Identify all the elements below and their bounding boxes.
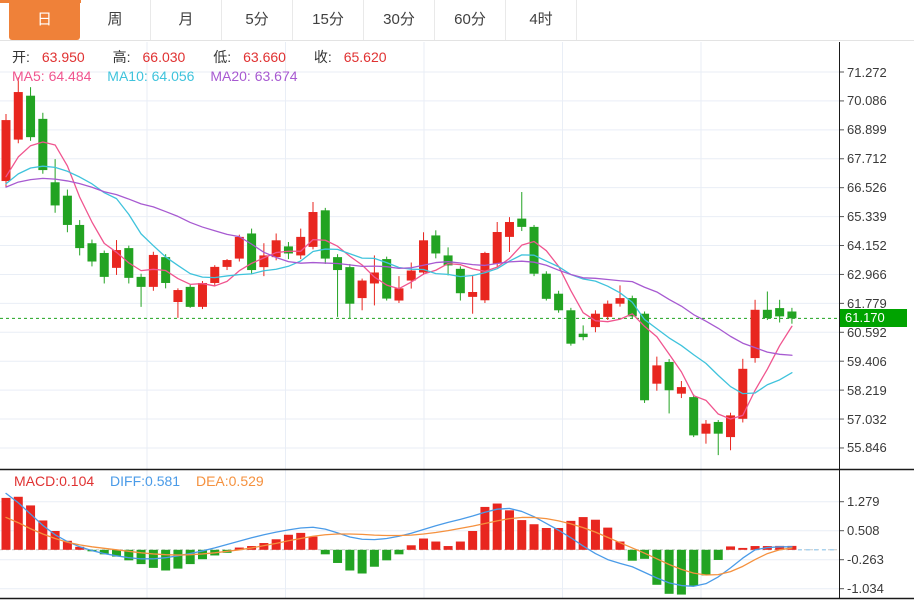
price-tick-label: 58.219 [847,382,887,398]
ma10-line [5,165,793,395]
tab-4时[interactable]: 4时 [506,0,577,40]
ohlc-header: 开: 63.950 高: 66.030 低: 63.660 收: 65.620 [12,47,411,67]
price-tick-label: 66.526 [847,180,887,196]
high-value: 66.030 [142,49,186,65]
price-tick-label: 59.406 [847,353,887,369]
macd-tick-label: 0.508 [847,523,880,539]
ma5-line [5,141,793,420]
price-tick-label: 57.032 [847,411,887,427]
ma20-line [5,177,793,356]
price-tick-label: 70.086 [847,93,887,109]
macd-tick-label: 1.279 [847,494,880,510]
macd-legend: MACD:0.104 DIFF:0.581 DEA:0.529 [14,473,276,489]
low-label: 低: [213,49,232,65]
ma20-legend: MA20: 63.674 [210,68,298,84]
price-tick-label: 67.712 [847,151,887,167]
active-tab-top-strip [0,0,81,3]
ma5-legend: MA5: 64.484 [12,68,92,84]
open-value: 63.950 [41,49,85,65]
price-tick-label: 62.966 [847,266,887,282]
low-value: 63.660 [243,49,286,65]
close-value: 65.620 [343,49,387,65]
tab-月[interactable]: 月 [151,0,222,40]
tab-5分[interactable]: 5分 [222,0,293,40]
price-tick-label: 68.899 [847,122,887,138]
price-tick-label: 61.779 [847,295,887,311]
price-tick-label: 64.152 [847,238,887,254]
dea-line [5,516,793,576]
dea-value-legend: DEA:0.529 [195,473,264,489]
tab-30分[interactable]: 30分 [364,0,435,40]
period-tab-bar: 日周月 5分 15分 30分 60分 4时 [0,0,914,41]
price-tick-label: 65.339 [847,209,887,225]
price-plot-area[interactable] [0,42,839,469]
ma-legend: MA5: 64.484 MA10: 64.056 MA20: 63.674 [12,68,310,84]
tab-日[interactable]: 日 [9,0,80,40]
price-tick-label: 71.272 [847,64,887,80]
macd-tick-label: -1.034 [847,581,884,597]
macd-tick-label: -0.263 [847,552,884,568]
ma10-legend: MA10: 64.056 [107,68,195,84]
macd-value-legend: MACD:0.104 [14,473,95,489]
current-price-label: 61.170 [840,309,907,328]
tab-60分[interactable]: 60分 [435,0,506,40]
tab-15分[interactable]: 15分 [293,0,364,40]
open-label: 开: [12,49,30,65]
high-label: 高: [112,49,131,65]
price-tick-label: 55.846 [847,440,887,456]
price-tick-label: 60.592 [847,324,887,340]
diff-line [5,492,793,587]
tab-周[interactable]: 周 [80,0,151,40]
close-label: 收: [313,49,332,65]
diff-value-legend: DIFF:0.581 [110,473,181,489]
